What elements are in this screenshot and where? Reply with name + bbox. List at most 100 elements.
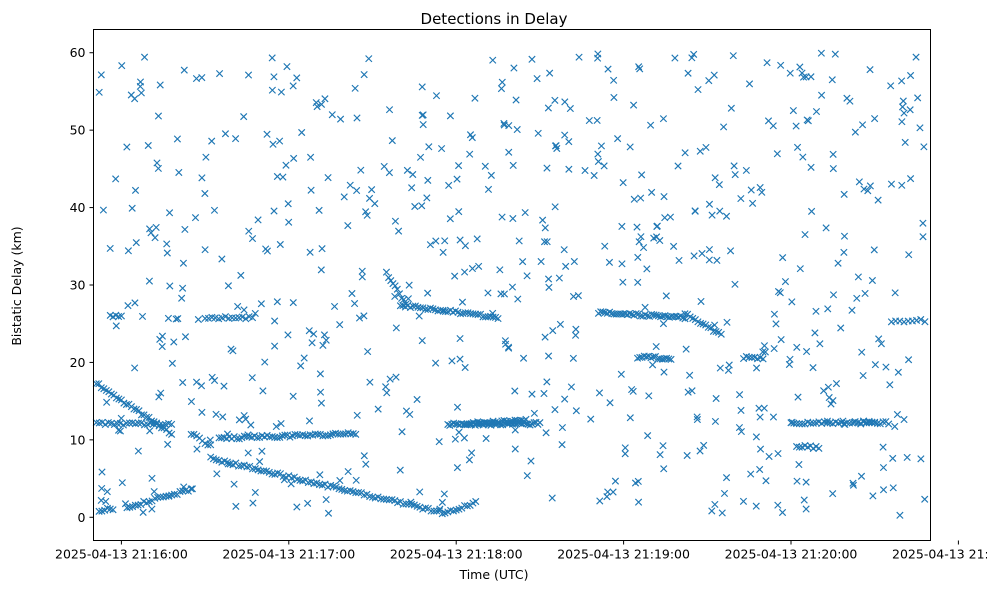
data-point xyxy=(456,334,464,343)
data-point xyxy=(305,417,314,425)
data-point xyxy=(840,190,848,198)
data-point xyxy=(126,503,134,511)
data-point xyxy=(558,423,567,432)
data-point xyxy=(556,320,564,328)
data-point xyxy=(906,175,915,183)
data-point xyxy=(360,452,368,460)
data-point xyxy=(408,184,416,192)
data-point xyxy=(317,266,325,274)
data-point xyxy=(374,405,382,413)
data-point xyxy=(270,207,278,215)
data-point xyxy=(506,417,515,425)
data-point xyxy=(581,166,589,175)
data-point xyxy=(798,420,806,428)
data-point xyxy=(489,56,497,64)
data-point xyxy=(407,500,416,508)
data-point xyxy=(230,480,238,488)
data-point xyxy=(667,355,675,364)
data-point xyxy=(164,440,172,448)
data-point xyxy=(269,140,277,148)
data-point xyxy=(800,496,808,504)
data-point xyxy=(851,128,859,136)
data-point xyxy=(276,240,284,249)
data-point xyxy=(779,254,787,262)
data-point xyxy=(551,96,559,104)
data-point xyxy=(871,361,879,369)
data-point xyxy=(896,511,904,519)
data-point xyxy=(168,420,176,428)
data-point xyxy=(324,173,332,182)
data-point xyxy=(145,277,154,285)
data-point xyxy=(406,410,414,419)
data-point xyxy=(711,500,719,509)
data-point xyxy=(631,479,640,487)
data-point xyxy=(255,458,264,466)
data-point xyxy=(366,378,374,386)
data-point xyxy=(792,122,800,130)
data-point xyxy=(509,214,517,223)
data-point xyxy=(242,315,250,323)
data-point xyxy=(758,188,766,196)
data-point xyxy=(759,348,767,356)
data-point xyxy=(659,115,668,123)
data-point xyxy=(696,319,705,328)
data-point xyxy=(157,389,165,397)
data-point xyxy=(761,348,769,356)
data-point xyxy=(146,427,154,435)
data-point xyxy=(793,143,802,151)
data-point xyxy=(396,466,404,474)
data-point xyxy=(777,335,785,344)
data-point xyxy=(708,507,716,515)
data-point xyxy=(192,378,201,386)
data-point xyxy=(500,416,508,425)
data-point xyxy=(324,432,332,440)
data-point xyxy=(324,509,333,517)
data-point xyxy=(921,318,929,326)
data-point xyxy=(903,453,911,462)
data-point xyxy=(601,242,609,250)
data-points xyxy=(92,49,929,519)
data-point xyxy=(527,457,535,465)
data-point xyxy=(914,94,922,102)
data-point xyxy=(446,112,455,120)
data-point xyxy=(570,257,578,266)
data-point xyxy=(807,207,816,215)
data-point xyxy=(380,162,388,171)
data-point xyxy=(154,164,162,173)
data-point xyxy=(436,505,444,513)
data-point xyxy=(418,336,426,345)
data-point xyxy=(304,499,312,507)
data-point xyxy=(812,307,820,315)
data-point xyxy=(831,50,839,58)
data-point xyxy=(201,189,209,198)
data-point xyxy=(646,121,655,129)
data-point xyxy=(660,368,668,376)
data-point xyxy=(597,142,606,150)
data-point xyxy=(163,249,171,257)
data-point xyxy=(850,418,858,426)
data-point xyxy=(240,306,248,314)
data-point xyxy=(661,214,669,222)
data-point xyxy=(263,130,271,138)
data-point xyxy=(824,383,832,391)
data-point xyxy=(272,422,280,431)
data-point xyxy=(95,88,103,96)
data-point xyxy=(720,489,729,498)
data-point xyxy=(662,354,671,362)
data-point xyxy=(297,362,305,370)
data-point xyxy=(238,313,246,321)
data-point xyxy=(737,194,745,203)
data-point xyxy=(306,248,314,256)
data-point xyxy=(894,368,902,376)
data-point xyxy=(221,130,230,138)
data-point xyxy=(659,442,667,450)
data-point xyxy=(293,74,301,82)
y-tick-label: 10 xyxy=(70,432,86,447)
data-point xyxy=(468,264,477,273)
data-point xyxy=(426,304,435,312)
data-point xyxy=(519,354,528,362)
data-point xyxy=(765,452,773,461)
data-point xyxy=(511,426,519,434)
data-point xyxy=(156,81,164,89)
data-point xyxy=(455,428,463,436)
